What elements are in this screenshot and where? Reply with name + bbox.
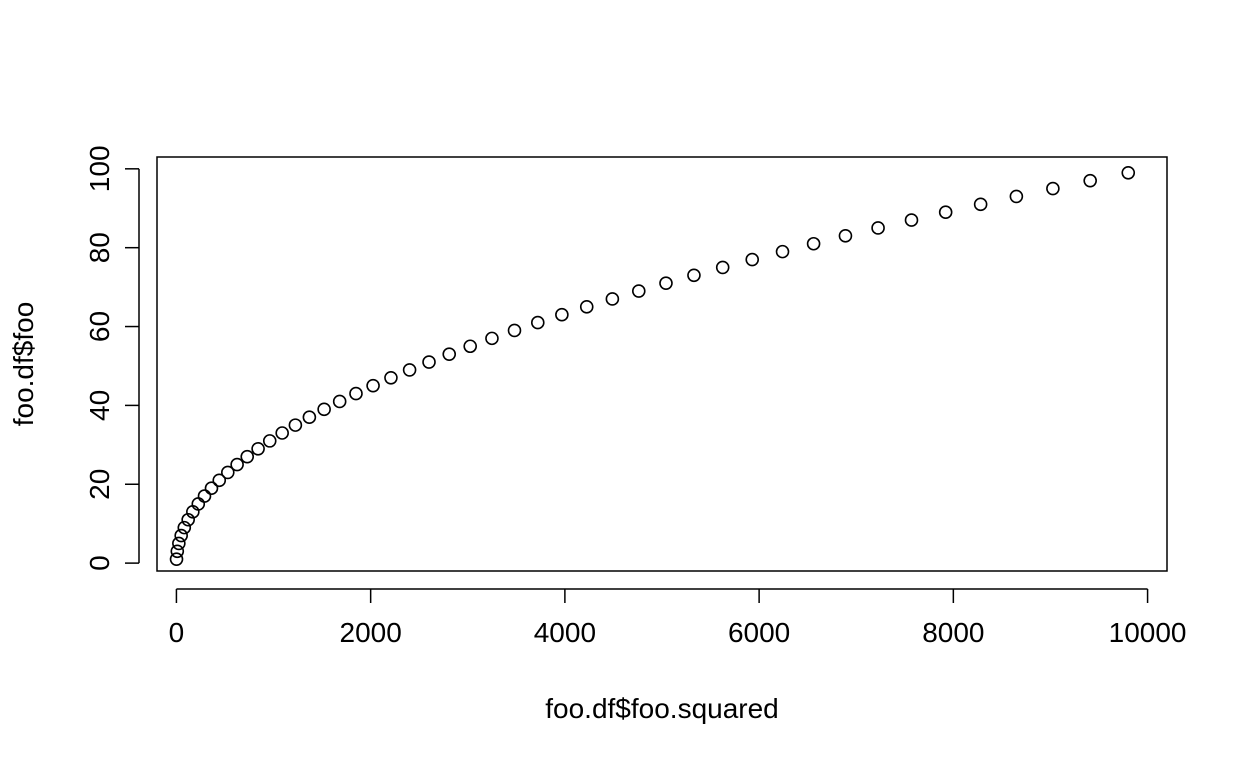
data-point	[402, 363, 417, 377]
data-point	[838, 229, 853, 243]
data-point	[366, 378, 380, 393]
data-point	[507, 323, 522, 338]
data-points	[169, 165, 1136, 566]
data-point	[579, 300, 594, 314]
x-tick-label: 8000	[922, 617, 984, 648]
data-point	[687, 268, 701, 283]
y-axis-label: foo.df$foo	[8, 302, 39, 427]
y-tick-label: 100	[84, 145, 115, 192]
data-point	[275, 426, 289, 440]
data-point	[204, 481, 219, 496]
data-point	[302, 410, 317, 425]
data-point	[169, 552, 184, 566]
data-point	[172, 536, 186, 551]
data-point	[463, 339, 477, 354]
data-point	[1046, 181, 1060, 196]
data-point	[262, 434, 277, 448]
data-point	[170, 544, 185, 559]
data-point	[317, 402, 331, 417]
data-point	[631, 284, 646, 298]
x-axis-label: foo.df$foo.squared	[545, 693, 779, 724]
data-point	[973, 197, 988, 212]
data-point	[197, 489, 212, 503]
x-tick-label: 10000	[1109, 617, 1187, 648]
y-tick-label: 20	[84, 469, 115, 500]
data-point	[384, 370, 398, 385]
data-point	[230, 457, 244, 472]
x-tick-label: 2000	[340, 617, 402, 648]
data-point	[745, 252, 760, 267]
x-tick-label: 0	[169, 617, 185, 648]
y-axis: 0 20 40 60 80 100	[84, 145, 140, 571]
data-point	[485, 331, 499, 346]
data-point	[332, 394, 347, 409]
data-point	[251, 441, 265, 456]
data-point	[288, 418, 303, 432]
y-tick-label: 40	[84, 390, 115, 421]
data-point	[220, 465, 235, 480]
y-tick-label: 60	[84, 311, 115, 342]
data-point	[349, 386, 363, 401]
data-point	[530, 315, 545, 330]
plot-frame	[156, 156, 1168, 572]
data-point	[659, 276, 673, 290]
data-point	[806, 236, 821, 251]
data-point	[240, 449, 255, 464]
y-tick-label: 80	[84, 232, 115, 263]
data-point	[181, 512, 195, 527]
data-point	[555, 307, 569, 322]
data-point	[177, 520, 192, 535]
data-point	[422, 355, 436, 369]
data-point	[1083, 173, 1097, 188]
x-axis: 0 2000 4000 6000 8000 10000	[169, 588, 1187, 648]
data-point	[775, 244, 790, 259]
y-tick-label: 0	[84, 555, 115, 571]
data-point	[904, 213, 919, 227]
data-point	[715, 260, 730, 275]
x-tick-label: 6000	[728, 617, 790, 648]
data-point	[1009, 189, 1024, 204]
data-point	[871, 221, 885, 235]
data-point	[1121, 165, 1136, 180]
data-point	[174, 528, 188, 543]
data-point	[605, 292, 620, 306]
data-point	[938, 205, 953, 219]
data-point	[442, 347, 457, 361]
x-tick-label: 4000	[534, 617, 596, 648]
data-point	[212, 473, 227, 488]
